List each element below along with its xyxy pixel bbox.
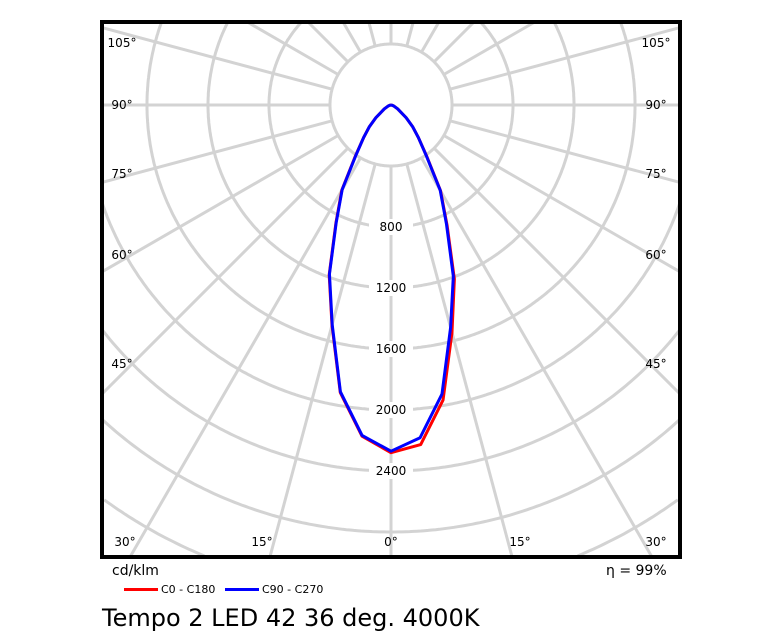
angle-label-bottom: 30° <box>114 535 135 549</box>
efficiency-label: η = 99% <box>606 563 667 579</box>
grid-spoke <box>443 20 536 76</box>
grid-ring <box>391 418 681 534</box>
tick-bg <box>369 402 413 418</box>
grid-spoke <box>101 119 333 184</box>
chart-title: Tempo 2 LED 42 36 deg. 4000K <box>102 604 480 632</box>
legend-swatch-blue <box>225 588 259 591</box>
angle-label-right: 75° <box>645 167 666 181</box>
radial-tick-label: 2400 <box>376 464 407 478</box>
angle-label-right: 105° <box>642 36 671 50</box>
legend-label: C0 - C180 <box>161 583 216 596</box>
tick-bg <box>369 219 413 235</box>
grid-spoke <box>101 26 333 91</box>
grid-ring <box>391 329 681 473</box>
legend-item-c90: C90 - C270 <box>225 583 323 596</box>
radial-tick-label: 2000 <box>376 403 407 417</box>
grid-ring <box>577 498 679 558</box>
grid-spoke <box>405 21 415 47</box>
angle-label-right: 45° <box>645 357 666 371</box>
grid-ring <box>101 418 391 534</box>
tick-bg <box>369 463 413 479</box>
angle-label-right: 90° <box>645 98 666 112</box>
grid-spoke <box>100 147 349 396</box>
angle-label-left: 45° <box>111 357 132 371</box>
angle-label-left: 75° <box>111 167 132 181</box>
grid-spoke <box>420 21 441 53</box>
grid-spoke <box>433 147 682 396</box>
angle-label-left: 90° <box>111 98 132 112</box>
grid-ring <box>101 203 391 412</box>
tick-bg <box>369 341 413 357</box>
angle-label-bottom: 15° <box>251 535 272 549</box>
grid-spoke <box>101 134 339 274</box>
grid-spoke <box>128 157 362 558</box>
grid-spoke <box>449 119 681 184</box>
grid-spoke <box>449 26 681 91</box>
angle-label-bottom: 15° <box>509 535 530 549</box>
chart-frame <box>100 20 682 559</box>
radial-tick-label: 1200 <box>376 281 407 295</box>
grid-ring <box>267 21 391 229</box>
grid-ring <box>101 329 391 473</box>
tick-bg <box>369 280 413 296</box>
legend-label: C90 - C270 <box>262 583 324 596</box>
grid-ring <box>391 21 515 229</box>
angle-label-left: 105° <box>108 36 137 50</box>
grid-ring <box>391 23 637 351</box>
grid-spoke <box>443 134 681 274</box>
grid-ring <box>391 203 681 412</box>
grid-spoke <box>367 21 377 47</box>
legend-item-c0: C0 - C180 <box>124 583 215 596</box>
grid-spoke <box>306 20 349 63</box>
angle-label-right: 60° <box>645 248 666 262</box>
grid-ring <box>103 498 205 558</box>
series-line-c90-c270 <box>327 103 455 453</box>
angle-label-bottom: 0° <box>384 535 398 549</box>
unit-label: cd/klm <box>112 563 159 579</box>
grid-spoke <box>246 20 339 76</box>
grid-spoke <box>405 163 514 558</box>
legend-swatch-red <box>124 588 158 591</box>
angle-label-bottom: 30° <box>645 535 666 549</box>
grid-spoke <box>433 20 476 63</box>
radial-tick-label: 800 <box>380 220 403 234</box>
polar-chart: 800 1200 1600 2000 2400 105° 105° 90° 90° 75° 75° 6… <box>100 20 682 559</box>
angle-label-left: 60° <box>111 248 132 262</box>
grid-spoke <box>420 157 654 558</box>
grid-ring <box>145 23 391 351</box>
grid-spoke <box>268 163 377 558</box>
radial-tick-label: 1600 <box>376 342 407 356</box>
grid-spoke <box>341 21 362 53</box>
